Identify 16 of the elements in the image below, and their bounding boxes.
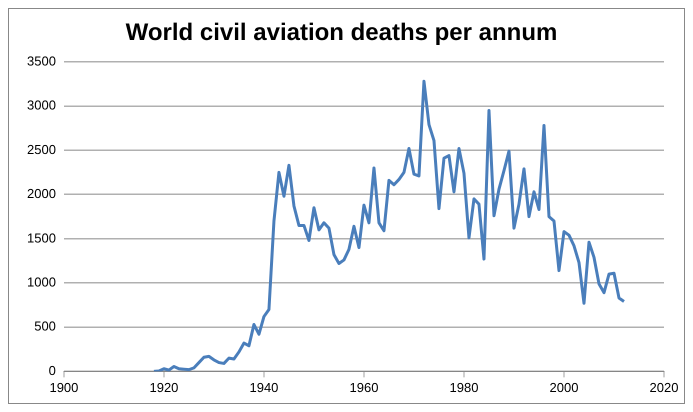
y-tick-label: 0 bbox=[48, 362, 56, 378]
x-tick-label: 2020 bbox=[650, 380, 678, 395]
x-tick-label: 1920 bbox=[149, 380, 178, 395]
chart-title: World civil aviation deaths per annum bbox=[126, 19, 558, 46]
x-tick-label: 1900 bbox=[49, 380, 78, 395]
y-tick-label: 2500 bbox=[27, 142, 56, 157]
y-tick-label: 1000 bbox=[27, 274, 56, 290]
x-tick-label: 1960 bbox=[350, 380, 378, 395]
x-tick-label: 2000 bbox=[550, 380, 578, 395]
y-tick-label: 500 bbox=[34, 318, 56, 334]
y-tick-label: 1500 bbox=[27, 230, 56, 246]
y-tick-label: 3000 bbox=[27, 98, 56, 113]
y-tick-label: 3500 bbox=[27, 53, 56, 68]
y-tick-label: 2000 bbox=[27, 186, 56, 202]
x-tick-label: 1940 bbox=[249, 380, 278, 395]
x-tick-label: 1980 bbox=[450, 380, 478, 395]
